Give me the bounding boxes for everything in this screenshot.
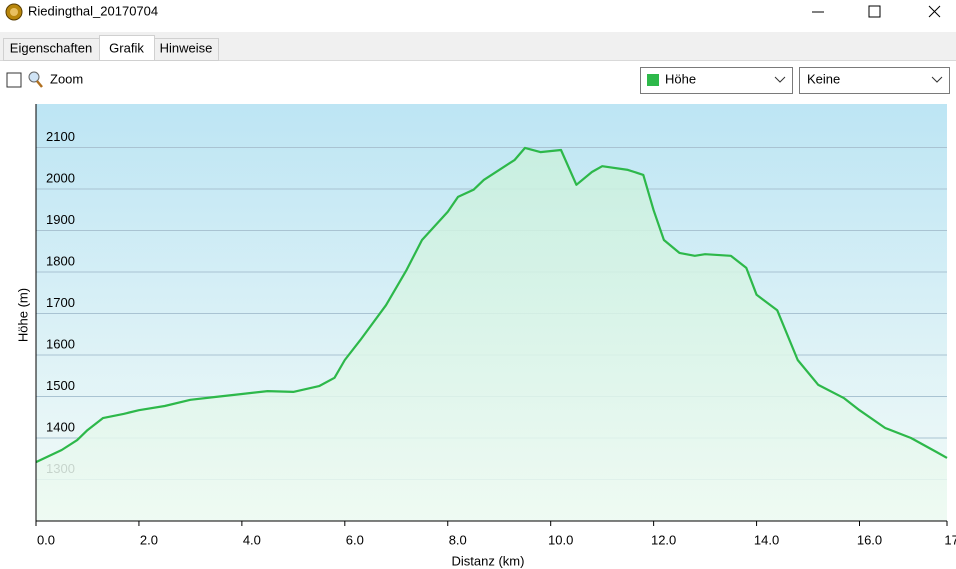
x-tick-label: 2.0 [140, 532, 158, 547]
window-title: Riedingthal_20170704 [28, 3, 158, 18]
y-axis-label: Höhe (m) [15, 288, 30, 342]
dropdown-arrow [931, 76, 943, 83]
x-tick-label: 17.7 [944, 532, 956, 547]
zoom-icon [28, 71, 40, 83]
tab-label[interactable]: Eigenschaften [10, 40, 92, 55]
second-dropdown-text[interactable]: Keine [807, 71, 840, 86]
tab-label[interactable]: Grafik [109, 40, 144, 55]
zoom-label[interactable]: Zoom [50, 71, 83, 86]
dropdown-arrow [774, 76, 786, 83]
series-dropdown[interactable] [640, 67, 793, 94]
y-tick-label: 1600 [46, 336, 75, 351]
x-axis-label: Distanz (km) [452, 553, 525, 568]
close-button[interactable] [928, 5, 941, 18]
x-tick-label: 4.0 [243, 532, 261, 547]
x-tick-label: 8.0 [449, 532, 467, 547]
app-icon-inner [10, 8, 18, 16]
y-tick-label: 1400 [46, 419, 75, 434]
x-tick-label: 14.0 [754, 532, 779, 547]
tab-label[interactable]: Hinweise [160, 40, 213, 55]
maximize-button[interactable] [868, 5, 881, 18]
zoom-icon-handle [36, 80, 43, 88]
x-tick-label: 6.0 [346, 532, 364, 547]
series-dropdown-text[interactable]: Höhe [665, 71, 696, 86]
y-tick-label: 2000 [46, 170, 75, 185]
area [36, 147, 947, 521]
y-tick-label: 1900 [46, 212, 75, 227]
x-tick-label: 10.0 [548, 532, 573, 547]
y-tick-label: 2100 [46, 129, 75, 144]
zoom-checkbox[interactable] [6, 72, 22, 88]
line [35, 146, 948, 464]
y-tick-label: 1700 [46, 295, 75, 310]
y-tick-label: 1800 [46, 253, 75, 268]
series-swatch [647, 74, 659, 86]
x-tick-label: 0.0 [37, 532, 55, 547]
tab[interactable] [154, 38, 219, 61]
x-tick-label: 12.0 [651, 532, 676, 547]
x-tick-label: 16.0 [857, 532, 882, 547]
y-tick-label: 1500 [46, 378, 75, 393]
second-dropdown[interactable] [799, 67, 950, 94]
tab[interactable] [99, 35, 155, 61]
